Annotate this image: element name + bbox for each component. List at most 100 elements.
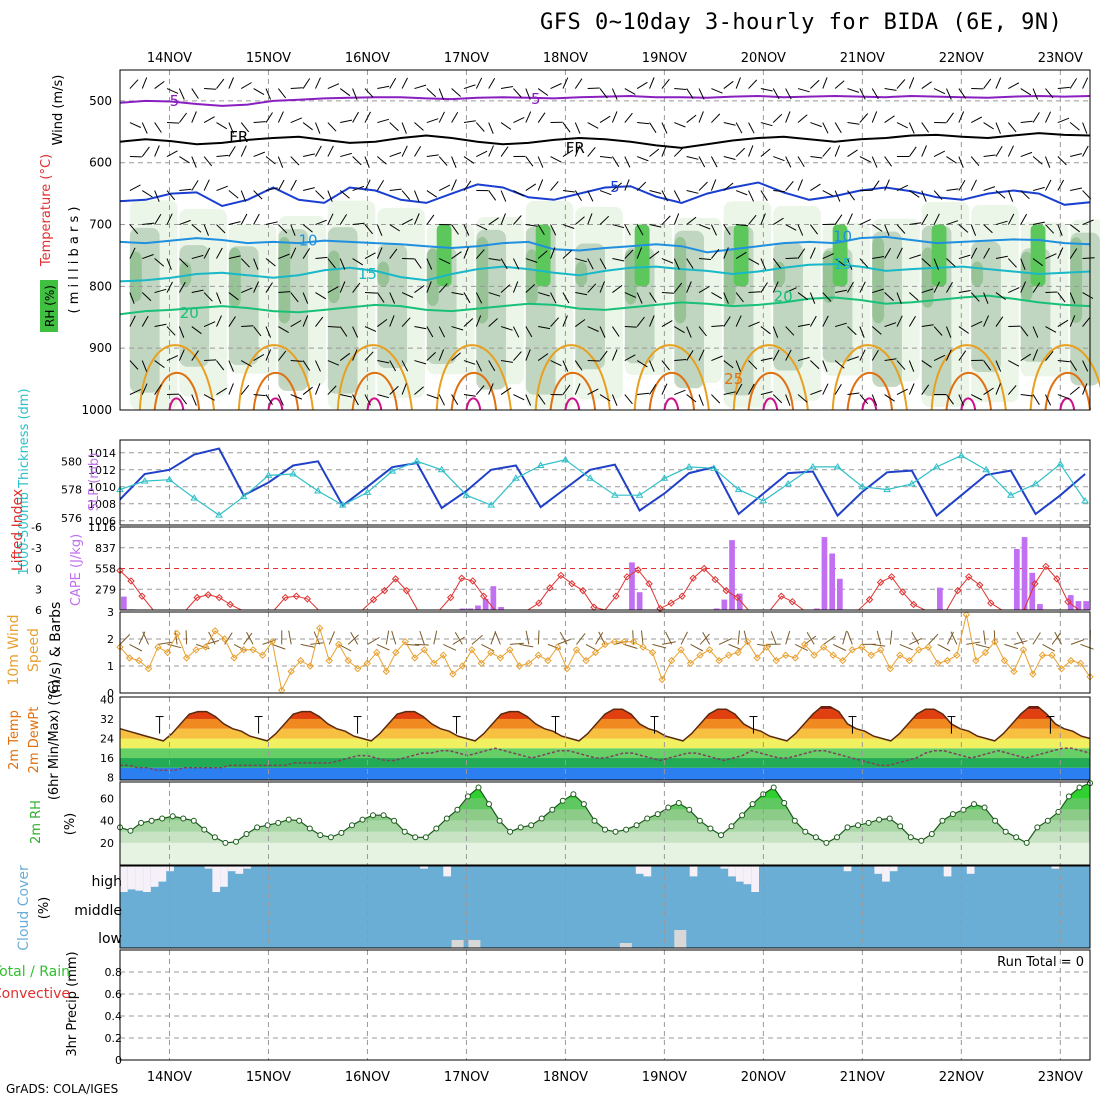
wind-barb [141, 146, 150, 157]
wind-barb [1032, 326, 1039, 338]
wind-barb [537, 353, 549, 361]
warm-contour [237, 344, 315, 411]
li-marker [1053, 575, 1061, 583]
rh-marker [907, 834, 914, 841]
wind-barb [414, 326, 427, 330]
wind-barb [550, 224, 557, 236]
wind-barb [995, 383, 1001, 395]
wind-barb [1008, 287, 1020, 294]
wind-barb [253, 353, 265, 361]
thickness-marker [487, 501, 496, 508]
wind-barb [921, 190, 927, 202]
wind-barb [562, 360, 569, 372]
wind-barb [302, 187, 315, 192]
cape-bar [121, 596, 127, 610]
surface-barb [785, 630, 791, 645]
li-marker [127, 577, 135, 585]
wind-marker [658, 675, 666, 684]
rh-marker [422, 834, 429, 841]
wind-barb [216, 360, 225, 371]
wind-barb [847, 258, 853, 270]
li-marker [634, 566, 642, 574]
wind-barb [129, 122, 142, 128]
rh-marker [812, 834, 819, 841]
rh-shade-cell [872, 237, 885, 324]
thickness-marker [858, 482, 867, 490]
date-label-bottom: 19NOV [642, 1070, 687, 1085]
wind-barb [785, 111, 791, 123]
wind-barb [636, 247, 643, 259]
wind-barb [822, 253, 834, 260]
axis-label-rh: RH (%) [43, 285, 57, 327]
rh-marker [718, 832, 724, 839]
cloud-gap-bar [158, 866, 167, 882]
surface-barb [690, 643, 704, 652]
wind-barb [785, 180, 794, 191]
wind-marker [991, 637, 999, 646]
wind-marker [629, 637, 638, 646]
rh-marker [127, 827, 134, 834]
wind-barb [241, 325, 254, 328]
wind-barb [216, 185, 228, 192]
surface-barb [983, 630, 986, 645]
warm-contour [336, 344, 413, 411]
wind-barb [216, 315, 222, 327]
wind-barb [1069, 122, 1080, 131]
hot-contour [168, 397, 185, 411]
wind-barb [475, 249, 485, 259]
warm-contour [549, 371, 597, 411]
wind-barb [686, 350, 694, 361]
wind-barb [1032, 258, 1043, 267]
wind-barb [698, 394, 704, 406]
wind-barb [488, 360, 496, 372]
wind-barb [748, 383, 755, 395]
wind-barb [686, 326, 692, 338]
hot-contour [1059, 397, 1076, 411]
wind-barb [154, 288, 167, 294]
wind-barb [958, 180, 966, 191]
wind-barb [302, 360, 311, 371]
wind-barb [1057, 360, 1070, 363]
wind-barb [401, 77, 408, 89]
wind-barb [525, 326, 533, 338]
wind-barb [698, 349, 705, 361]
wind-barb [129, 315, 136, 327]
wind-barb [302, 386, 313, 395]
thickness-marker [907, 479, 916, 487]
wind-barb [562, 122, 571, 133]
wind-barb [191, 326, 202, 335]
wind-barb [203, 247, 211, 259]
li-marker [887, 573, 896, 581]
li-marker [535, 599, 543, 607]
rh-tick-label: 20 [100, 837, 114, 850]
wind-barb [377, 118, 390, 124]
wind-barb [401, 218, 413, 225]
li-marker [579, 586, 587, 595]
wind-barb [537, 394, 546, 405]
wind-marker [639, 643, 647, 651]
rh-marker [781, 800, 788, 806]
date-label-bottom: 22NOV [939, 1070, 984, 1085]
wind-barb [587, 258, 594, 270]
run-total-label: Run Total = 0 [997, 955, 1084, 970]
rh-marker [971, 801, 977, 808]
rh-shade-cell [525, 249, 538, 305]
rh-shade-cell [129, 251, 142, 302]
wind-barb [550, 156, 562, 163]
surface-barb [310, 642, 325, 645]
cloud-gap-bar [150, 866, 159, 887]
wind-barb [178, 326, 185, 338]
wind-barb [896, 79, 906, 89]
wind-barb [253, 258, 259, 270]
dewpt-line [120, 747, 1091, 771]
wind-barb [1032, 282, 1041, 293]
surface-barb [576, 633, 586, 645]
cloud-gap-bar [689, 866, 698, 877]
rh-marker [159, 815, 166, 822]
wind-marker [715, 656, 723, 665]
wind-barb [550, 247, 556, 259]
surface-barb [770, 631, 777, 645]
rh-shade-cell [624, 249, 637, 305]
wind-barb [277, 394, 284, 406]
wind-barb [896, 122, 908, 129]
